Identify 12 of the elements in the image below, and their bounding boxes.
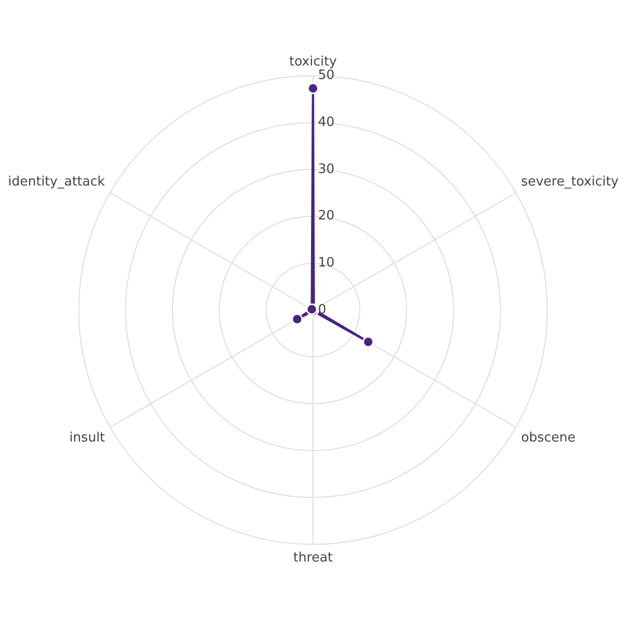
y-tick-label: 30 [318,162,335,177]
y-tick-label: 50 [318,68,335,84]
y-tick-label: 40 [318,114,335,130]
y-tick-label: 20 [318,208,335,224]
spoke-label: obscene [521,430,576,446]
y-tick-label: 0 [318,302,326,318]
spoke-label: insult [69,430,105,446]
y-tick-label: 10 [318,256,335,271]
spoke-label: toxicity [289,54,338,70]
spoke-label: identity_attack [8,174,106,190]
spoke-label: threat [293,550,333,566]
spoke-label: severe_toxicity [521,174,619,190]
